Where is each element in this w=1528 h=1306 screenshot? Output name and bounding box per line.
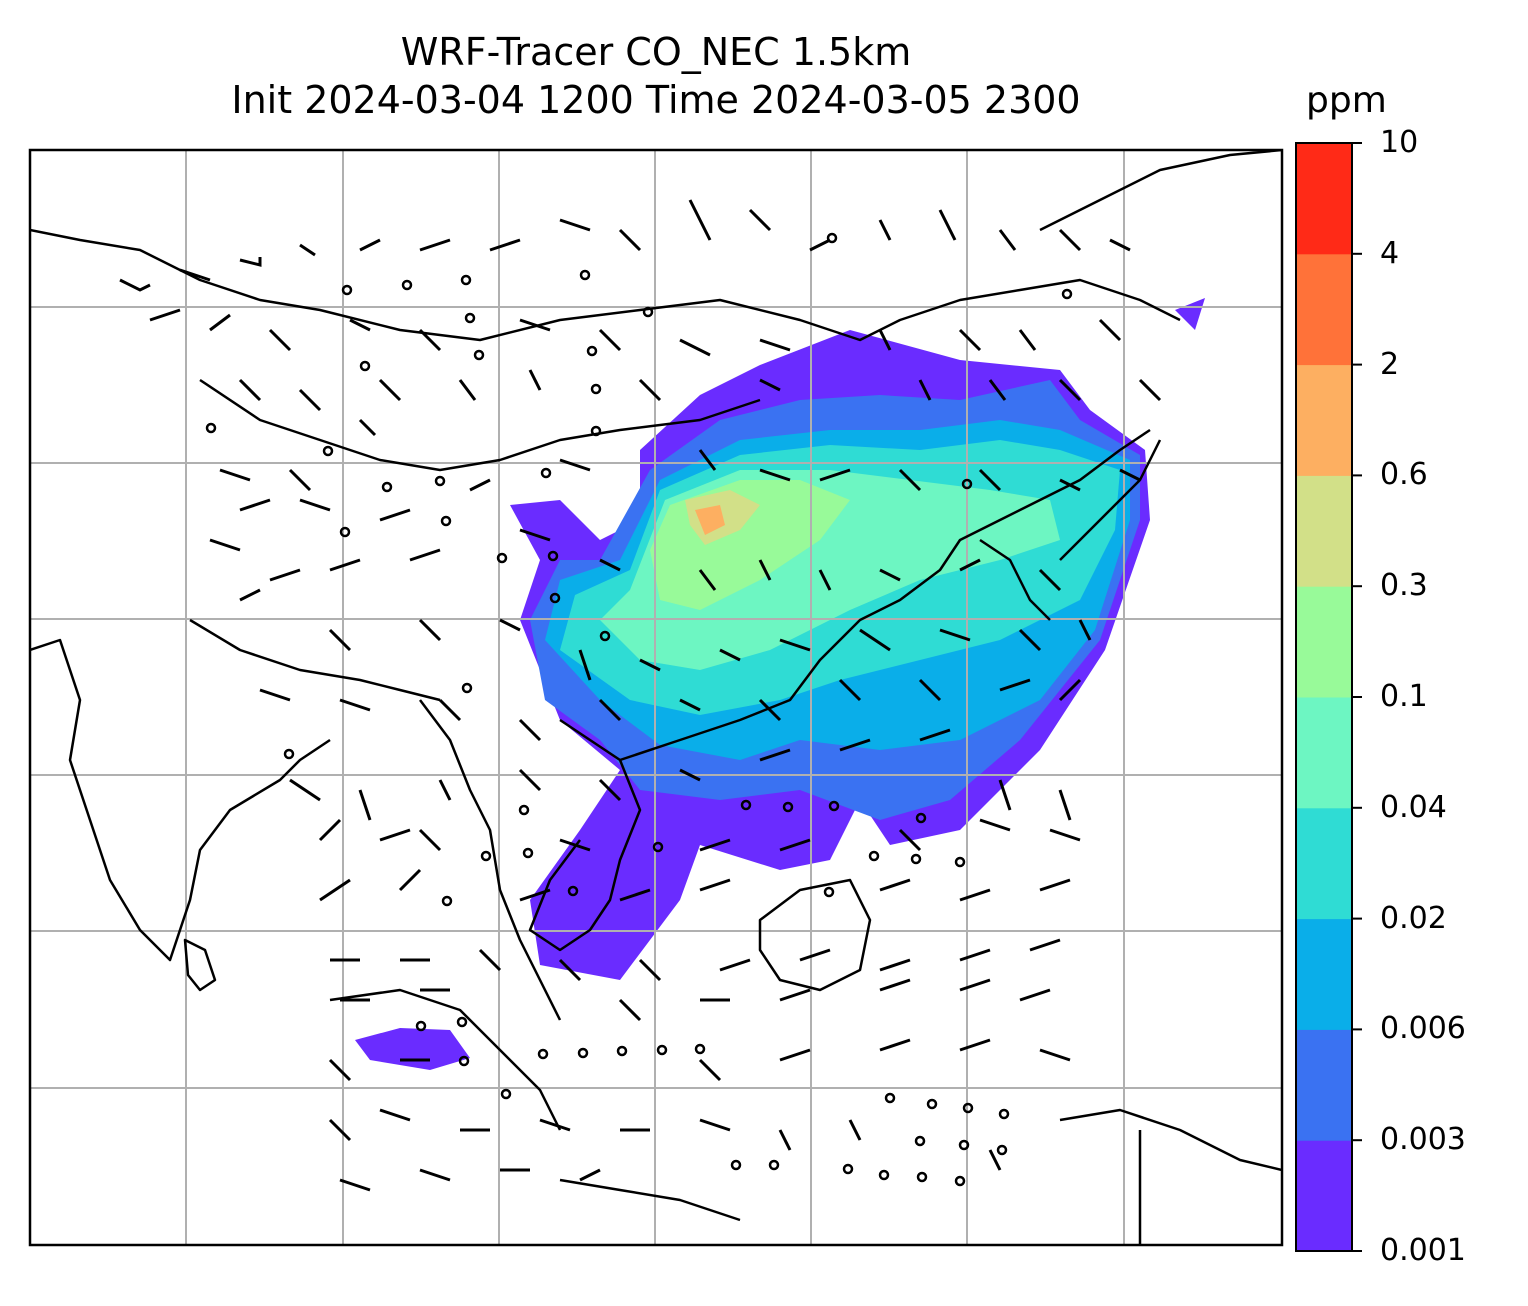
- colorbar-segment: [1296, 1140, 1352, 1252]
- colorbar-tick-label: 0.3: [1380, 568, 1428, 604]
- coastline-china: [619, 428, 1151, 762]
- border-north: [30, 228, 1181, 342]
- colorbar-segment: [1296, 807, 1352, 920]
- coastline-india: [30, 638, 331, 962]
- colorbar-unit-label: ppm: [1306, 80, 1387, 121]
- colorbar-segment: [1296, 586, 1352, 698]
- coastline-kamchatka: [1039, 150, 1282, 232]
- colorbar-segment: [1296, 918, 1352, 1030]
- map-area: [30, 150, 1282, 1245]
- plot-title: WRF-Tracer CO_NEC 1.5km Init 2024-03-04 …: [30, 28, 1282, 124]
- colorbar-tick-label: 0.001: [1380, 1233, 1466, 1268]
- colorbar-tick-label: 4: [1380, 235, 1400, 271]
- colorbar-tick-label: 0.6: [1380, 457, 1428, 493]
- tracer-level-1b: [355, 1028, 470, 1070]
- coastline-java: [559, 1178, 741, 1222]
- title-line-2: Init 2024-03-04 1200 Time 2024-03-05 230…: [231, 78, 1081, 122]
- title-line-1: WRF-Tracer CO_NEC 1.5km: [400, 30, 912, 74]
- coastline-sumatra: [329, 988, 562, 1131]
- colorbar-segment: [1296, 475, 1352, 587]
- colorbar-segment: [1296, 364, 1352, 476]
- coastline-indochina: [419, 699, 562, 1021]
- calm-markers: [205, 232, 1073, 1187]
- border-central: [199, 378, 761, 472]
- colorbar-segment: [1296, 143, 1352, 255]
- coastlines: [30, 150, 1282, 1245]
- colorbar-segment: [1296, 253, 1352, 366]
- coastline-korea-japan: [979, 439, 1162, 621]
- colorbar-tick-label: 0.1: [1380, 679, 1428, 714]
- tracer-field: [355, 298, 1205, 1070]
- map-gridlines: [30, 150, 1282, 1245]
- colorbar-tick-label: 10: [1380, 125, 1419, 160]
- colorbar-segment: [1296, 1029, 1352, 1141]
- tracer-level-8: [695, 505, 725, 535]
- colorbar-segment: [1296, 697, 1352, 809]
- coastline-newguinea: [1059, 1108, 1282, 1172]
- coastline-borneo: [758, 878, 872, 992]
- coastline-sea-east: [528, 718, 642, 952]
- map-frame: [28, 148, 1284, 1247]
- wind-barbs: [119, 199, 1162, 1192]
- colorbar-frame: [1295, 142, 1353, 1252]
- colorbar-tick-label: 0.006: [1380, 1011, 1466, 1047]
- colorbar-tick-label: 0.04: [1380, 789, 1447, 825]
- colorbar-tick-label: 2: [1380, 346, 1400, 382]
- colorbar-tick-label: 0.003: [1380, 1122, 1466, 1158]
- tracer-level-1c: [1175, 298, 1205, 330]
- colorbar-tick-label: 0.02: [1380, 900, 1447, 936]
- coastline-srilanka: [183, 938, 217, 992]
- colorbar: [1296, 142, 1362, 1252]
- border-south: [189, 618, 441, 702]
